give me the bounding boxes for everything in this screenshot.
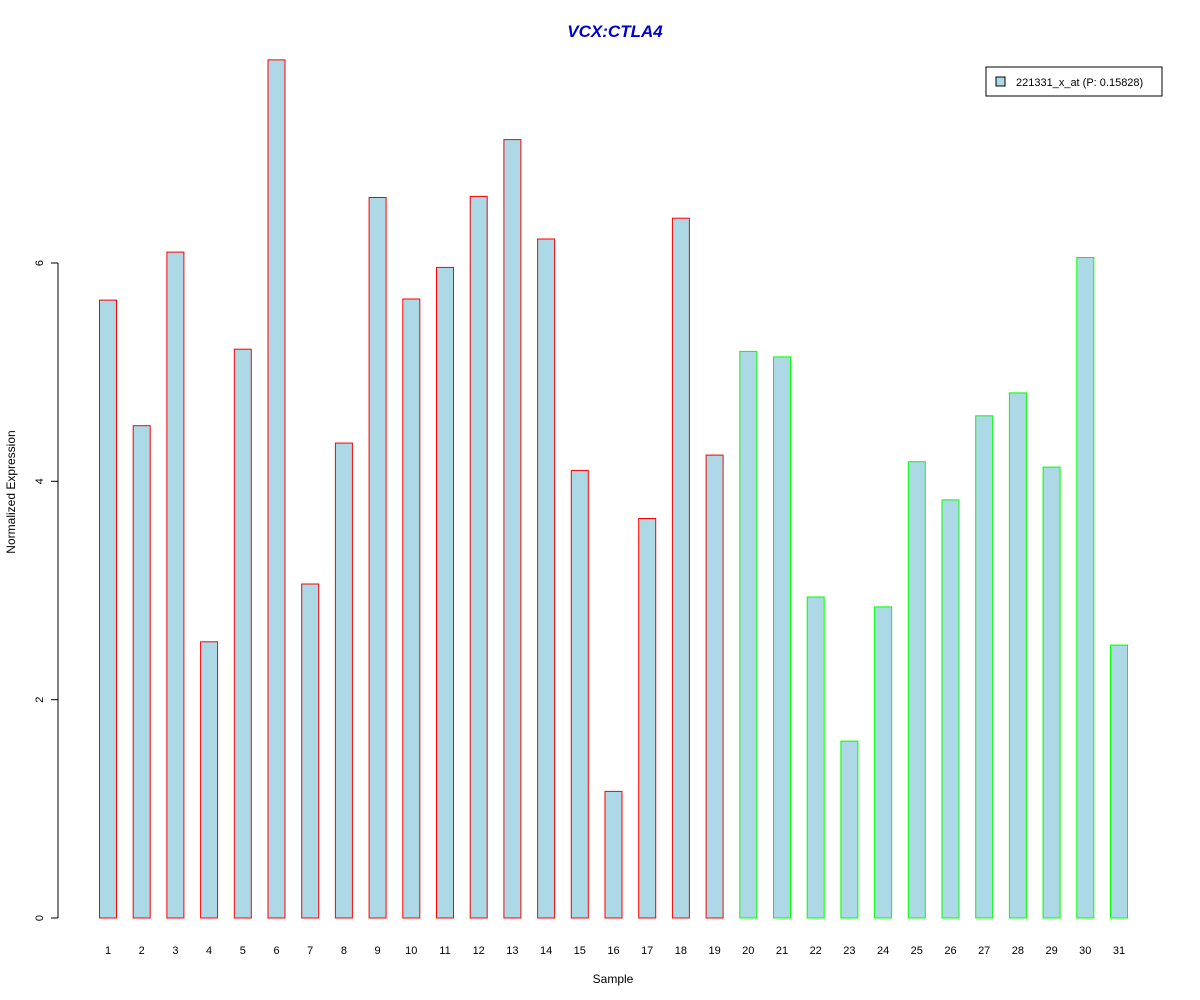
- bar-sample-28: [1008, 392, 1027, 919]
- x-tick-label: 25: [911, 945, 923, 957]
- x-tick-label: 2: [139, 945, 145, 957]
- bar-sample-29: [1042, 466, 1061, 919]
- x-tick-label: 3: [172, 945, 178, 957]
- legend-label: 221331_x_at (P: 0.15828): [1016, 77, 1143, 89]
- x-tick-label: 20: [742, 945, 754, 957]
- bar-sample-27: [975, 415, 994, 919]
- y-tick-label: 4: [34, 478, 46, 484]
- bar-sample-6: [267, 59, 286, 919]
- bar-sample-16: [604, 790, 623, 919]
- bar-sample-1: [99, 299, 117, 919]
- bar-sample-15: [570, 469, 589, 919]
- x-tick-label: 6: [273, 945, 279, 957]
- bar-sample-11: [436, 266, 454, 919]
- x-tick-label: 11: [439, 945, 450, 957]
- bar-sample-7: [301, 583, 320, 919]
- x-tick-label: 21: [776, 945, 788, 957]
- x-tick-label: 18: [675, 945, 687, 957]
- x-tick-label: 4: [206, 945, 212, 957]
- y-axis-label: Normalized Expression: [4, 430, 18, 553]
- legend-box: [985, 66, 1163, 97]
- bar-sample-24: [874, 606, 893, 919]
- x-tick-label: 5: [240, 945, 246, 957]
- bar-sample-13: [503, 139, 522, 919]
- x-tick-label: 19: [708, 945, 720, 957]
- bar-sample-10: [402, 298, 421, 919]
- x-tick-label: 23: [843, 945, 855, 957]
- bar-sample-4: [200, 641, 219, 919]
- bar-sample-23: [840, 740, 859, 919]
- x-tick-label: 12: [473, 945, 485, 957]
- x-tick-label: 16: [607, 945, 619, 957]
- x-tick-label: 15: [574, 945, 586, 957]
- y-tick-label: 0: [34, 915, 46, 921]
- x-tick-labels: 1 2 3 4 5 6 7 8 9 10 11 12 13 14 15 16 17 18 19 20 21 22 23 24 2…: [105, 945, 1125, 957]
- bar-sample-17: [638, 518, 657, 919]
- bar-sample-30: [1076, 257, 1095, 919]
- bars-group: [99, 59, 1128, 919]
- x-tick-label: 29: [1045, 945, 1057, 957]
- legend: 221331_x_at (P: 0.15828): [985, 66, 1163, 97]
- bar-sample-19: [705, 454, 724, 919]
- bar-sample-14: [537, 238, 556, 919]
- bar-sample-18: [671, 217, 690, 919]
- x-tick-label: 27: [978, 945, 990, 957]
- bar-sample-2: [132, 425, 151, 919]
- chart-title: VCX:CTLA4: [567, 22, 663, 41]
- bar-sample-26: [941, 499, 960, 919]
- x-tick-label: 31: [1113, 945, 1125, 957]
- y-tick-label: 6: [34, 260, 46, 266]
- bar-sample-31: [1110, 644, 1128, 919]
- x-tick-label: 28: [1012, 945, 1024, 957]
- bar-sample-22: [806, 596, 825, 919]
- legend-swatch: [995, 76, 1006, 87]
- x-tick-label: 1: [105, 945, 111, 957]
- x-tick-label: 24: [877, 945, 889, 957]
- y-axis: 0 2 4 6: [34, 260, 59, 921]
- x-tick-label: 8: [341, 945, 347, 957]
- x-tick-label: 26: [944, 945, 956, 957]
- x-tick-label: 9: [375, 945, 381, 957]
- bar-sample-25: [907, 461, 926, 919]
- y-tick-label: 2: [34, 697, 46, 703]
- bar-sample-12: [469, 195, 488, 919]
- x-tick-label: 13: [506, 945, 518, 957]
- bar-sample-21: [773, 356, 791, 919]
- x-tick-label: 22: [810, 945, 822, 957]
- x-tick-label: 30: [1079, 945, 1091, 957]
- bar-sample-5: [233, 348, 252, 919]
- bar-sample-3: [166, 251, 185, 919]
- bar-sample-9: [368, 197, 387, 919]
- x-tick-label: 7: [307, 945, 313, 957]
- bar-sample-20: [739, 350, 758, 919]
- x-tick-label: 17: [641, 945, 653, 957]
- x-tick-label: 10: [405, 945, 417, 957]
- x-tick-label: 14: [540, 945, 552, 957]
- bar-sample-8: [334, 442, 353, 919]
- x-axis-label: Sample: [593, 972, 634, 986]
